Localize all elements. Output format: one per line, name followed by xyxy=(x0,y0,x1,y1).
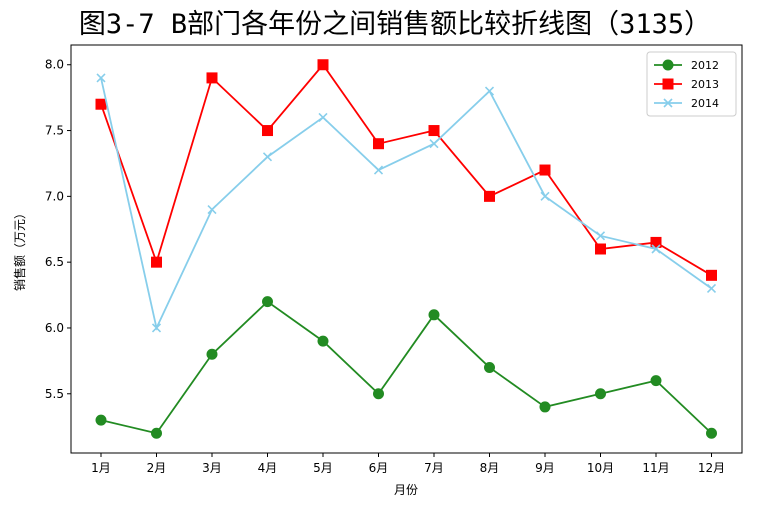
data-point-2013 xyxy=(706,269,717,281)
data-point-2014 xyxy=(484,86,495,96)
legend-item: 2012 xyxy=(654,59,719,72)
data-point-2012 xyxy=(95,414,107,426)
data-point-2013 xyxy=(650,236,662,248)
data-point-2014 xyxy=(706,283,717,294)
legend-marker xyxy=(663,98,673,108)
data-point-2012 xyxy=(373,388,384,400)
legend-label: 2012 xyxy=(691,59,719,72)
legend-marker xyxy=(662,78,674,90)
data-point-2014 xyxy=(429,139,439,149)
x-tick-label: 12月 xyxy=(698,461,725,475)
x-tick-label: 1月 xyxy=(91,461,111,475)
series-line-2014 xyxy=(100,77,713,331)
y-tick-label: 6.5 xyxy=(45,255,64,269)
data-point-2013 xyxy=(262,125,273,137)
y-tick-label: 8.0 xyxy=(45,58,64,72)
data-point-2012 xyxy=(317,335,329,347)
legend-item: 2013 xyxy=(654,78,719,91)
x-tick-label: 4月 xyxy=(258,461,278,475)
data-point-2012 xyxy=(206,348,218,360)
x-tick-label: 6月 xyxy=(369,461,389,475)
x-tick-label: 9月 xyxy=(535,461,555,475)
y-tick-label: 5.5 xyxy=(45,387,64,401)
y-axis-label: 销售额（万元） xyxy=(12,207,27,291)
y-tick-label: 7.5 xyxy=(45,124,64,138)
data-point-2014 xyxy=(96,73,106,83)
x-tick-label: 7月 xyxy=(424,461,444,475)
data-point-2012 xyxy=(650,375,662,387)
chart-title: 图3-7 B部门各年份之间销售额比较折线图（3135） xyxy=(79,9,711,40)
legend: 2012 2013 2014 xyxy=(646,51,737,117)
data-point-2012 xyxy=(706,427,717,439)
data-point-2014 xyxy=(595,231,606,241)
legend-item: 2014 xyxy=(654,97,719,110)
plot-area xyxy=(70,44,743,454)
x-tick-label: 2月 xyxy=(147,461,167,475)
data-point-2013 xyxy=(317,59,329,71)
data-point-2014 xyxy=(373,165,384,175)
x-tick-label: 5月 xyxy=(313,461,333,475)
y-axis: 5.5 6.0 6.5 7.0 7.5 8.0 xyxy=(45,58,71,401)
data-point-2013 xyxy=(484,190,495,202)
data-point-2014 xyxy=(540,191,550,201)
data-point-2013 xyxy=(151,256,162,268)
data-point-2014 xyxy=(151,323,162,333)
x-axis-label: 月份 xyxy=(394,483,418,497)
data-point-2014 xyxy=(318,112,328,122)
series-line-2012 xyxy=(100,300,713,435)
legend-marker xyxy=(662,59,674,71)
y-tick-label: 6.0 xyxy=(45,321,64,335)
x-axis: 1月 2月 3月 4月 5月 6月 7月 8月 9月 10月 11月 12月 xyxy=(91,453,725,475)
x-tick-label: 8月 xyxy=(480,461,500,475)
data-point-2012 xyxy=(595,388,606,400)
data-point-2012 xyxy=(151,427,162,439)
series-2014 xyxy=(96,73,717,333)
data-point-2013 xyxy=(539,164,551,176)
data-point-2012 xyxy=(484,361,495,373)
x-tick-label: 10月 xyxy=(587,461,614,475)
data-point-2012 xyxy=(539,401,551,413)
y-tick-label: 7.0 xyxy=(45,189,64,203)
data-point-2013 xyxy=(373,138,384,150)
legend-label: 2014 xyxy=(691,97,719,110)
data-point-2014 xyxy=(651,244,661,254)
data-point-2013 xyxy=(595,243,606,255)
data-point-2013 xyxy=(206,72,218,84)
x-tick-label: 11月 xyxy=(642,461,669,475)
data-point-2012 xyxy=(428,309,440,321)
data-point-2014 xyxy=(207,204,217,215)
data-point-2014 xyxy=(262,152,273,162)
legend-label: 2013 xyxy=(691,78,719,91)
series-line-2013 xyxy=(100,63,712,277)
data-point-2013 xyxy=(428,125,440,137)
data-point-2012 xyxy=(262,296,273,308)
series-layer xyxy=(95,59,717,439)
x-tick-label: 3月 xyxy=(202,461,222,475)
data-point-2013 xyxy=(95,98,107,110)
series-2013 xyxy=(95,59,717,281)
series-2012 xyxy=(95,296,717,439)
